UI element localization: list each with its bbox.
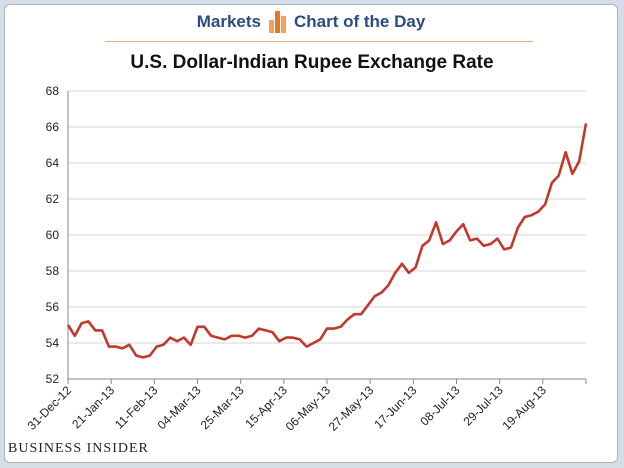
header-divider — [105, 41, 533, 42]
header: Markets Chart of the Day — [5, 11, 617, 41]
x-tick-label: 04-Mar-13 — [155, 383, 204, 432]
y-tick-label: 66 — [46, 120, 60, 134]
x-tick-label: 25-Mar-13 — [198, 383, 247, 432]
brand-logo: BUSINESS INSIDER — [8, 441, 149, 456]
x-tick-label: 06-May-13 — [283, 383, 334, 434]
y-tick-label: 52 — [46, 372, 60, 386]
chart-title: U.S. Dollar-Indian Rupee Exchange Rate — [130, 52, 494, 73]
header-markets-label: Markets — [196, 12, 261, 31]
y-tick-label: 62 — [46, 192, 60, 206]
x-tick-label: 31-Dec-12 — [25, 383, 75, 433]
x-tick-label: 11-Feb-13 — [112, 383, 161, 432]
y-tick-label: 54 — [46, 336, 60, 350]
y-tick-label: 60 — [46, 228, 60, 242]
series-line — [66, 123, 588, 359]
header-chart-of-day-label: Chart of the Day — [293, 12, 426, 31]
x-tick-label: 27-May-13 — [326, 383, 377, 434]
bar-chart-logo-icon — [268, 11, 286, 33]
y-tick-label: 58 — [46, 264, 60, 278]
x-tick-label: 29-Jul-13 — [461, 383, 507, 429]
x-tick-label: 21-Jan-13 — [69, 383, 117, 431]
y-tick-label: 56 — [46, 300, 60, 314]
y-tick-label: 68 — [46, 84, 60, 98]
x-tick-label: 17-Jun-13 — [371, 383, 419, 431]
x-tick-label: 19-Aug-13 — [499, 383, 549, 433]
y-tick-label: 64 — [46, 156, 60, 170]
x-tick-label: 08-Jul-13 — [417, 383, 463, 429]
